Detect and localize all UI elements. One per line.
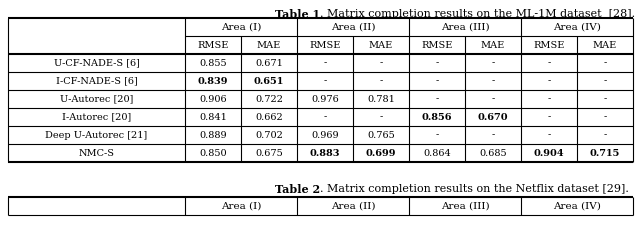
Text: . Matrix completion results on the ML-1M dataset  [28].: . Matrix completion results on the ML-1M… bbox=[320, 9, 635, 19]
Text: 0.976: 0.976 bbox=[311, 94, 339, 104]
Text: -: - bbox=[380, 77, 383, 85]
Text: -: - bbox=[547, 131, 550, 140]
Text: 0.856: 0.856 bbox=[422, 112, 452, 121]
Text: Table 2: Table 2 bbox=[275, 184, 320, 195]
Text: 0.722: 0.722 bbox=[255, 94, 283, 104]
Text: Area (III): Area (III) bbox=[441, 202, 490, 210]
Text: 0.904: 0.904 bbox=[534, 148, 564, 158]
Text: -: - bbox=[323, 112, 326, 121]
Text: MAE: MAE bbox=[369, 41, 393, 49]
Text: 0.675: 0.675 bbox=[255, 148, 283, 158]
Text: NMC-S: NMC-S bbox=[79, 148, 115, 158]
Text: 0.906: 0.906 bbox=[199, 94, 227, 104]
Text: U-CF-NADE-S [6]: U-CF-NADE-S [6] bbox=[54, 58, 140, 68]
Text: -: - bbox=[492, 94, 495, 104]
Text: 0.889: 0.889 bbox=[199, 131, 227, 140]
Text: -: - bbox=[435, 131, 438, 140]
Text: MAE: MAE bbox=[481, 41, 505, 49]
Text: Area (II): Area (II) bbox=[331, 202, 375, 210]
Text: . Matrix completion results on the Netflix dataset [29].: . Matrix completion results on the Netfl… bbox=[320, 184, 629, 194]
Text: RMSE: RMSE bbox=[197, 41, 228, 49]
Text: -: - bbox=[547, 77, 550, 85]
Text: Area (I): Area (I) bbox=[221, 22, 261, 32]
Text: MAE: MAE bbox=[593, 41, 617, 49]
Text: 0.969: 0.969 bbox=[311, 131, 339, 140]
Text: -: - bbox=[435, 77, 438, 85]
Text: 0.699: 0.699 bbox=[365, 148, 396, 158]
Text: Area (III): Area (III) bbox=[441, 22, 490, 32]
Text: -: - bbox=[604, 112, 607, 121]
Text: MAE: MAE bbox=[257, 41, 281, 49]
Text: 0.685: 0.685 bbox=[479, 148, 507, 158]
Text: -: - bbox=[380, 112, 383, 121]
Text: Table 1: Table 1 bbox=[275, 9, 320, 20]
Text: 0.715: 0.715 bbox=[590, 148, 620, 158]
Text: 0.662: 0.662 bbox=[255, 112, 283, 121]
Text: -: - bbox=[323, 58, 326, 68]
Text: -: - bbox=[604, 131, 607, 140]
Text: -: - bbox=[604, 58, 607, 68]
Text: 0.702: 0.702 bbox=[255, 131, 283, 140]
Text: 0.864: 0.864 bbox=[423, 148, 451, 158]
Text: 0.855: 0.855 bbox=[199, 58, 227, 68]
Text: -: - bbox=[547, 94, 550, 104]
Text: RMSE: RMSE bbox=[421, 41, 452, 49]
Text: 0.671: 0.671 bbox=[255, 58, 283, 68]
Text: RMSE: RMSE bbox=[309, 41, 340, 49]
Text: 0.850: 0.850 bbox=[199, 148, 227, 158]
Text: -: - bbox=[547, 58, 550, 68]
Text: -: - bbox=[604, 77, 607, 85]
Text: -: - bbox=[435, 58, 438, 68]
Text: Area (IV): Area (IV) bbox=[553, 202, 601, 210]
Text: -: - bbox=[492, 58, 495, 68]
Text: -: - bbox=[547, 112, 550, 121]
Text: -: - bbox=[323, 77, 326, 85]
Text: Area (I): Area (I) bbox=[221, 202, 261, 210]
Text: 0.670: 0.670 bbox=[477, 112, 508, 121]
Text: Area (IV): Area (IV) bbox=[553, 22, 601, 32]
Text: I-CF-NADE-S [6]: I-CF-NADE-S [6] bbox=[56, 77, 138, 85]
Text: 0.781: 0.781 bbox=[367, 94, 395, 104]
Text: 0.765: 0.765 bbox=[367, 131, 395, 140]
Text: -: - bbox=[604, 94, 607, 104]
Text: 0.839: 0.839 bbox=[198, 77, 228, 85]
Text: I-Autorec [20]: I-Autorec [20] bbox=[62, 112, 131, 121]
Text: RMSE: RMSE bbox=[533, 41, 564, 49]
Text: Deep U-Autorec [21]: Deep U-Autorec [21] bbox=[45, 131, 148, 140]
Text: 0.651: 0.651 bbox=[254, 77, 284, 85]
Text: 0.883: 0.883 bbox=[310, 148, 340, 158]
Text: -: - bbox=[492, 77, 495, 85]
Text: -: - bbox=[492, 131, 495, 140]
Text: U-Autorec [20]: U-Autorec [20] bbox=[60, 94, 133, 104]
Text: -: - bbox=[435, 94, 438, 104]
Text: 0.841: 0.841 bbox=[199, 112, 227, 121]
Text: Area (II): Area (II) bbox=[331, 22, 375, 32]
Text: -: - bbox=[380, 58, 383, 68]
